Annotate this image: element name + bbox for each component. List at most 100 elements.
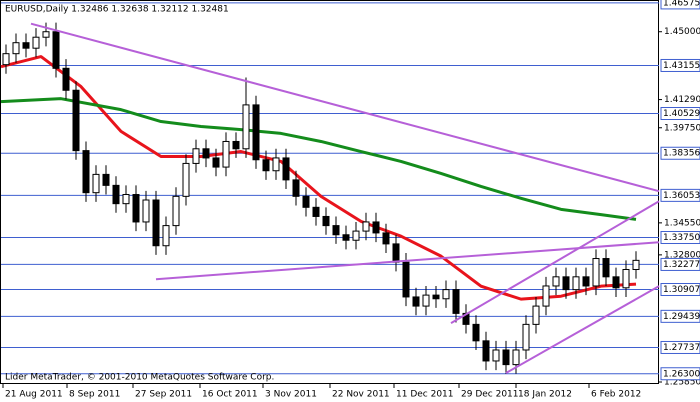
level-label: 1.32277 <box>663 260 700 270</box>
y-tick-label: 1.39750 <box>664 123 700 133</box>
candle-body <box>102 173 110 186</box>
candle-body <box>622 269 630 289</box>
candle-body <box>2 53 10 66</box>
level-label: 1.38356 <box>663 149 700 159</box>
candle-body <box>292 179 300 197</box>
candle-body <box>202 148 210 159</box>
plot-frame <box>0 0 659 384</box>
x-tick-label: 8 Sep 2011 <box>69 390 120 400</box>
candle-body <box>92 173 100 194</box>
candle-body <box>542 285 550 307</box>
x-tick-label: 6 Feb 2012 <box>591 390 641 400</box>
candle-body <box>22 42 30 49</box>
candle-body <box>332 225 340 236</box>
candle-body <box>322 215 330 227</box>
trendline <box>505 285 660 374</box>
moving-average <box>0 55 637 301</box>
candle-body <box>412 296 420 307</box>
candle-body <box>192 148 200 164</box>
level-label: 1.40529 <box>663 109 700 119</box>
x-tick-label: 18 Jan 2012 <box>518 390 572 400</box>
candle-body <box>362 221 370 232</box>
level-label-box <box>660 340 700 354</box>
candle-body <box>582 276 590 287</box>
candle-body <box>252 104 260 161</box>
candle-body <box>482 340 490 362</box>
x-tick-label: 29 Dec 2011 <box>461 390 519 400</box>
candle-body <box>312 206 320 217</box>
candle-body <box>532 305 540 325</box>
candle-body <box>562 276 570 291</box>
y-tick-label: 1.34550 <box>664 218 700 228</box>
candle-body <box>382 232 390 245</box>
candle-body <box>442 289 450 300</box>
candle-body <box>42 31 50 38</box>
candle-body <box>182 162 190 197</box>
trendline <box>30 22 660 193</box>
candle-body <box>122 194 130 205</box>
candle-body <box>392 243 400 263</box>
level-label-box <box>660 309 700 323</box>
y-tick-label: 1.32800 <box>664 250 700 260</box>
level-label-box <box>660 107 700 121</box>
candle-body <box>112 184 120 205</box>
candle-body <box>242 104 250 150</box>
chart-title: EURUSD,Daily 1.32486 1.32638 1.32112 1.3… <box>5 5 229 15</box>
candle-body <box>72 89 80 152</box>
y-tick-label: 1.25850 <box>664 377 700 387</box>
candle-body <box>552 276 560 287</box>
level-label-box <box>660 257 700 271</box>
candle-body <box>212 157 220 168</box>
level-label-box <box>660 146 700 160</box>
candle-body <box>522 323 530 351</box>
candle-body <box>162 225 170 247</box>
y-tick-label: 1.45000 <box>664 27 700 37</box>
candle-body <box>422 294 430 307</box>
candle-body <box>342 234 350 241</box>
candle-body <box>52 31 60 69</box>
level-label: 1.30907 <box>663 285 700 295</box>
x-tick-label: 16 Oct 2011 <box>202 390 258 400</box>
level-label: 1.43155 <box>663 61 700 71</box>
x-tick-label: 21 Aug 2011 <box>5 390 63 400</box>
level-label: 1.27737 <box>663 343 700 353</box>
x-tick-label: 11 Dec 2011 <box>396 390 454 400</box>
x-tick-label: 22 Nov 2011 <box>332 390 390 400</box>
level-label-box <box>660 230 700 244</box>
candle-body <box>632 259 640 271</box>
candle-body <box>262 159 270 172</box>
level-label: 1.36053 <box>663 191 700 201</box>
level-label-box <box>660 0 700 10</box>
level-label: 1.46575 <box>663 0 700 8</box>
candle-body <box>302 195 310 208</box>
candle-body <box>432 294 440 300</box>
candle-body <box>282 157 290 181</box>
x-tick-label: 3 Nov 2011 <box>265 390 317 400</box>
candle-body <box>352 230 360 241</box>
level-label: 1.26300 <box>663 369 700 379</box>
candle-body <box>172 195 180 227</box>
candle-body <box>82 150 90 194</box>
candle-body <box>32 36 40 49</box>
candle-body <box>512 349 520 366</box>
candle-body <box>572 276 580 291</box>
candle-body <box>592 258 600 287</box>
candle-body <box>222 140 230 168</box>
candle-body <box>472 323 480 342</box>
candle-body <box>492 349 500 362</box>
moving-average <box>0 97 637 221</box>
level-label: 1.29439 <box>663 312 700 322</box>
candle-body <box>132 194 140 223</box>
candle-body <box>272 157 280 172</box>
x-tick-label: 27 Sep 2011 <box>135 390 192 400</box>
trendline <box>155 241 660 281</box>
candle-body <box>232 140 240 150</box>
candle-body <box>452 289 460 314</box>
footer: Lider MetaTrader, © 2001-2010 MetaQuotes… <box>5 373 274 383</box>
level-label: 1.33750 <box>663 233 700 243</box>
level-label-box <box>660 188 700 202</box>
level-label-box <box>660 58 700 72</box>
candle-body <box>62 67 70 91</box>
candle-body <box>612 276 620 289</box>
